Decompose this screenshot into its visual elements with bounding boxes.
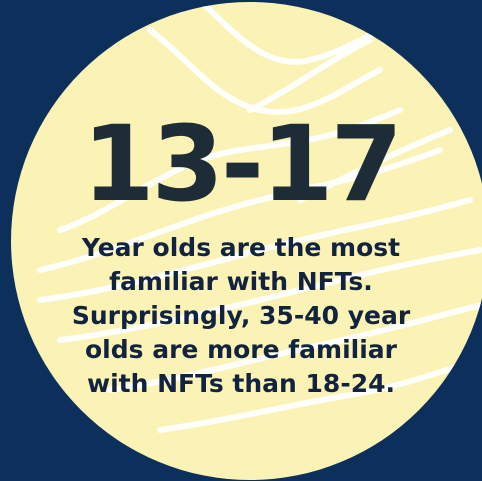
caption-text: Year olds are the most familiar with NFT… — [40, 231, 442, 401]
caption-line: Year olds are the most — [81, 233, 401, 262]
caption-line: Surprisingly, 35-40 year — [71, 301, 411, 330]
caption-line: with NFTs than 18-24. — [86, 369, 395, 398]
caption-line: familiar with NFTs. — [109, 267, 373, 296]
headline-age-range: 13-17 — [82, 103, 403, 225]
caption-line: olds are more familiar — [85, 335, 397, 364]
highlight-circle — [11, 2, 482, 480]
